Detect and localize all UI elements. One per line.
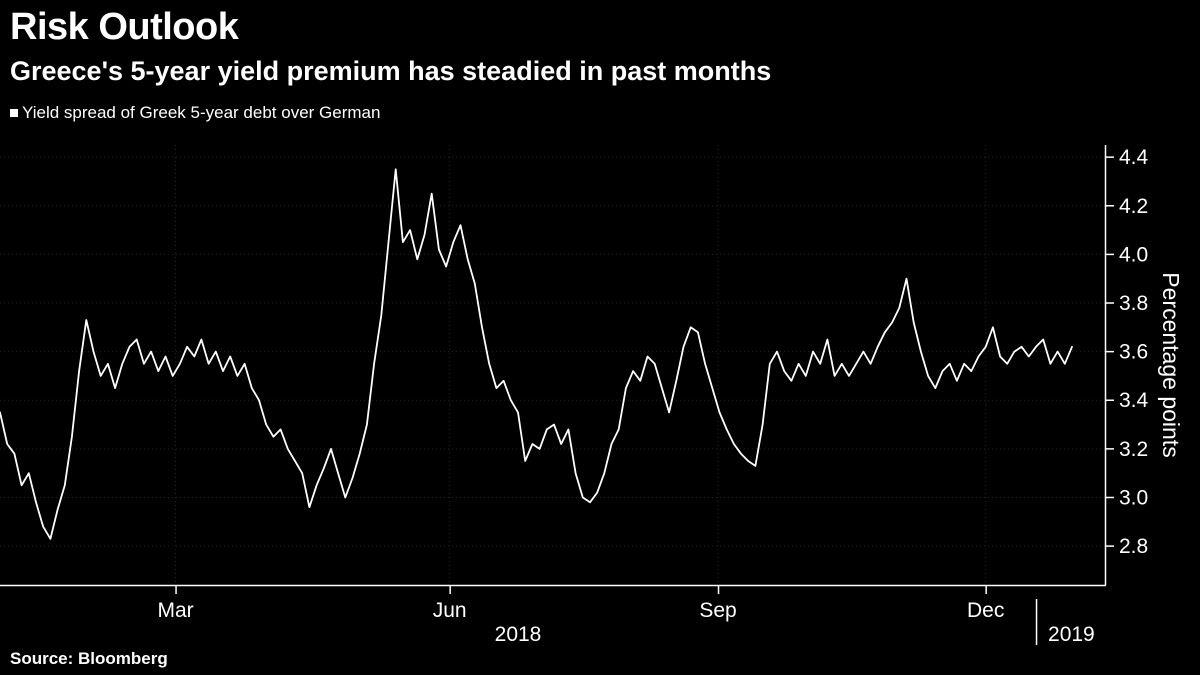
page-title: Risk Outlook: [10, 6, 239, 48]
chart-subtitle: Greece's 5-year yield premium has steadi…: [10, 55, 772, 86]
legend-marker-icon: [10, 109, 18, 118]
y-tick-label: 3.6: [1119, 341, 1148, 364]
y-tick-label: 2.8: [1119, 535, 1148, 558]
line-chart: 4.4 4.2 4.0 3.8 3.6 3.4 3.2 3.0 2.8 Mar Jun Sep Dec 2…: [0, 145, 1184, 646]
x-tick-label: Jun: [433, 599, 467, 622]
y-tick-label: 3.8: [1119, 292, 1148, 315]
y-axis-title: Percentage points: [1158, 272, 1184, 457]
legend: Yield spread of Greek 5-year debt over G…: [10, 103, 1190, 123]
series-line: [0, 168, 1073, 540]
y-tick-label: 3.2: [1119, 438, 1148, 461]
y-tick-label: 4.4: [1119, 146, 1149, 169]
x-tick-label: Dec: [967, 599, 1004, 622]
year-label-left: 2018: [495, 623, 542, 646]
year-label-right: 2019: [1048, 623, 1095, 646]
y-tick-label: 4.0: [1119, 243, 1148, 266]
y-tick-label: 4.2: [1119, 195, 1148, 218]
x-tick-label: Sep: [699, 599, 736, 622]
x-tick-label: Mar: [157, 599, 193, 622]
chart-header: Risk Outlook Greece's 5-year yield premi…: [10, 6, 1190, 123]
y-tick-label: 3.4: [1119, 389, 1149, 412]
legend-label: Yield spread of Greek 5-year debt over G…: [22, 103, 381, 123]
y-tick-label: 3.0: [1119, 486, 1148, 509]
source-label: Source: Bloomberg: [10, 649, 168, 668]
